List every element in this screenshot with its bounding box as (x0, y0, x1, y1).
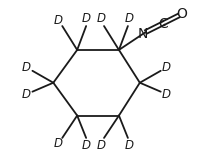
Text: D: D (97, 139, 105, 152)
Text: D: D (82, 139, 91, 152)
Text: D: D (162, 61, 171, 74)
Text: D: D (53, 137, 62, 150)
Text: D: D (22, 88, 31, 101)
Text: C: C (158, 17, 168, 31)
Text: N: N (138, 27, 148, 40)
Text: O: O (176, 7, 187, 21)
Text: D: D (97, 12, 105, 25)
Text: D: D (125, 12, 134, 25)
Text: D: D (162, 88, 171, 101)
Text: D: D (22, 61, 31, 74)
Text: D: D (125, 139, 134, 152)
Text: D: D (82, 12, 91, 25)
Text: D: D (53, 14, 62, 27)
